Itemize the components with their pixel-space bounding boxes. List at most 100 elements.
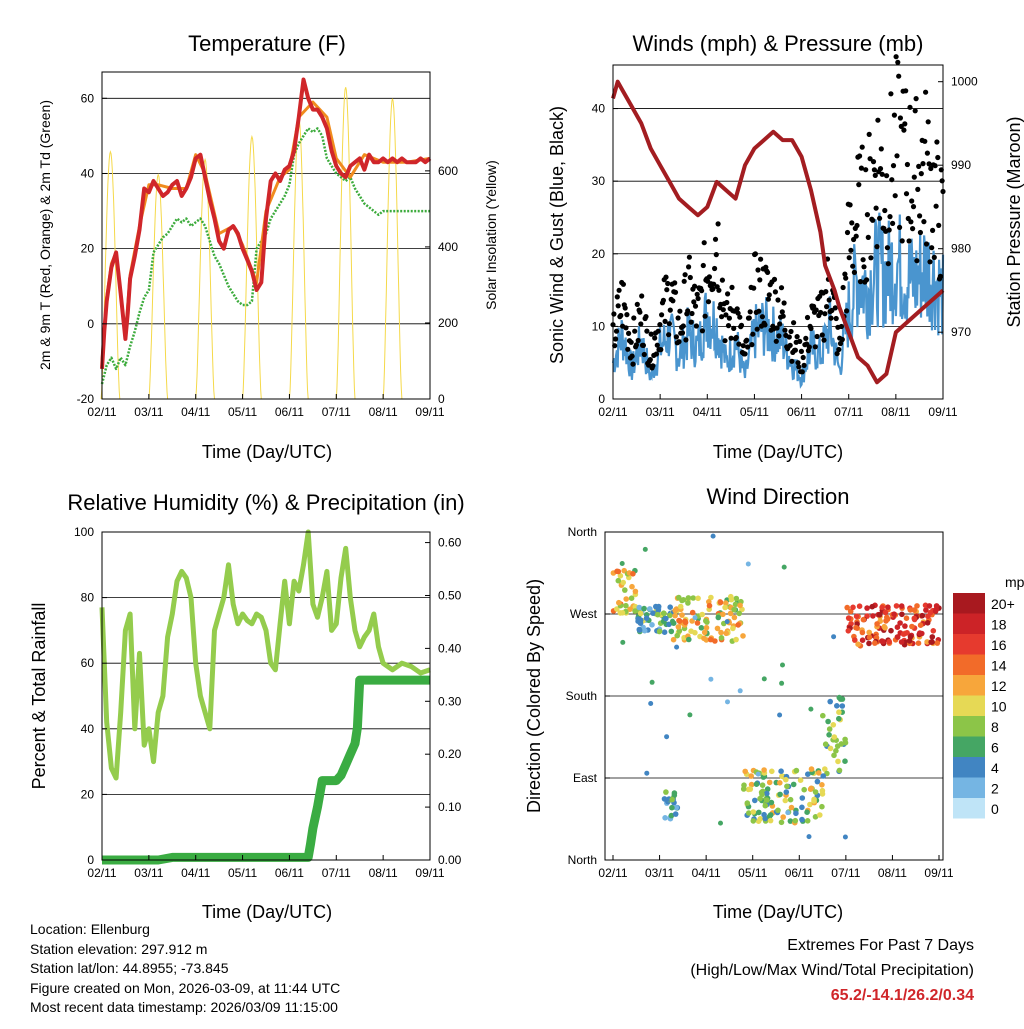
gust-point bbox=[626, 330, 632, 336]
gust-point bbox=[873, 205, 879, 211]
gust-point bbox=[710, 286, 716, 292]
wind-direction-y-tick-label: North bbox=[568, 525, 597, 539]
wind-direction-point bbox=[615, 577, 622, 584]
temperature-x-tick-label: 02/11 bbox=[87, 405, 116, 419]
wind-direction-point bbox=[718, 820, 723, 826]
gust-point bbox=[840, 284, 846, 291]
gust-point bbox=[675, 315, 681, 321]
wind-direction-point bbox=[831, 634, 837, 640]
gust-point bbox=[872, 172, 878, 178]
wind-direction-point bbox=[708, 676, 714, 682]
wind-direction-point bbox=[848, 620, 854, 627]
gust-point bbox=[734, 306, 740, 312]
wind-direction-point bbox=[819, 803, 825, 810]
wind-direction-point bbox=[685, 595, 692, 601]
wind-direction-title: Wind Direction bbox=[706, 484, 849, 509]
wind-direction-point bbox=[787, 796, 794, 803]
wind-direction-point bbox=[864, 605, 870, 611]
precipitation-y2-tick-label: 0.20 bbox=[438, 747, 462, 761]
humidity-y-tick-label: 20 bbox=[81, 787, 95, 801]
temperature-y-tick-label: -20 bbox=[77, 392, 95, 406]
colorbar-label: 20+ bbox=[991, 596, 1015, 612]
gust-point bbox=[782, 327, 788, 333]
insolation-y2-tick-label: 0 bbox=[438, 392, 445, 406]
wind-direction-point bbox=[835, 758, 841, 765]
gust-point bbox=[921, 219, 927, 225]
gust-point bbox=[786, 334, 792, 340]
wind-direction-point bbox=[740, 786, 747, 792]
insolation-curve bbox=[382, 98, 403, 400]
winds-x-axis-label: Time (Day/UTC) bbox=[713, 442, 843, 462]
wind-direction-point bbox=[673, 606, 680, 612]
gust-point bbox=[662, 318, 668, 324]
humidity-x-tick-label: 08/11 bbox=[369, 866, 398, 880]
colorbar-label: 12 bbox=[991, 678, 1007, 694]
gust-point bbox=[660, 297, 667, 303]
wind-direction-point bbox=[680, 597, 687, 603]
wind-direction-point bbox=[670, 636, 677, 643]
colorbar-label: 0 bbox=[991, 801, 999, 817]
wind-direction-point bbox=[777, 712, 783, 718]
wind-direction-point bbox=[898, 603, 905, 609]
winds-y-tick-label: 10 bbox=[592, 319, 606, 333]
winds-x-tick-label: 03/11 bbox=[646, 405, 675, 419]
gust-point bbox=[712, 265, 718, 272]
gust-point bbox=[728, 335, 734, 341]
recent-timestamp: Most recent data timestamp: 2026/03/09 1… bbox=[30, 999, 338, 1015]
wind-direction-point bbox=[804, 809, 810, 815]
wind-direction-point bbox=[641, 627, 648, 634]
wind-direction-point bbox=[872, 640, 878, 646]
gust-point bbox=[937, 273, 944, 279]
gust-point bbox=[737, 314, 743, 320]
wind-direction-point bbox=[797, 777, 804, 783]
gust-point bbox=[915, 186, 921, 192]
wind-direction-point bbox=[820, 773, 826, 779]
wind-direction-point bbox=[718, 629, 724, 636]
wind-direction-point bbox=[844, 604, 850, 611]
gust-point bbox=[849, 220, 855, 226]
wind-direction-point bbox=[847, 608, 854, 615]
wind-direction-point bbox=[869, 603, 875, 610]
wind-direction-point bbox=[903, 615, 910, 621]
gust-point bbox=[858, 165, 865, 171]
gust-point bbox=[776, 333, 782, 339]
winds-x-tick-label: 06/11 bbox=[787, 405, 816, 419]
gust-point bbox=[694, 291, 700, 297]
wind-direction-point bbox=[692, 629, 698, 636]
gust-point bbox=[903, 88, 909, 94]
wind-direction-point bbox=[845, 628, 852, 634]
gust-point bbox=[772, 289, 779, 295]
wind-direction-point bbox=[710, 533, 716, 539]
wind-direction-point bbox=[676, 617, 682, 624]
gust-point bbox=[701, 240, 707, 246]
gust-point bbox=[909, 198, 915, 204]
insolation-curve bbox=[148, 173, 169, 400]
humidity-x-tick-label: 07/11 bbox=[322, 866, 351, 880]
gust-point bbox=[817, 293, 823, 299]
gust-point bbox=[828, 315, 834, 321]
wind-direction-point bbox=[674, 632, 680, 639]
insolation-y2-tick-label: 400 bbox=[438, 240, 458, 254]
temperature-series-2m-t bbox=[100, 77, 432, 370]
wind-direction-point bbox=[853, 613, 860, 620]
gust-point bbox=[853, 233, 859, 239]
wind-direction-point bbox=[647, 606, 653, 612]
gust-point bbox=[916, 163, 922, 169]
gust-point bbox=[850, 263, 856, 269]
wind-direction-point bbox=[777, 780, 783, 786]
gust-point bbox=[788, 328, 794, 335]
wind-direction-point bbox=[894, 624, 901, 630]
wind-direction-point bbox=[714, 625, 721, 632]
wind-direction-x-tick-label: 06/11 bbox=[785, 866, 814, 880]
wind-direction-point bbox=[866, 629, 872, 636]
temperature-x-axis-label: Time (Day/UTC) bbox=[202, 442, 332, 462]
gust-point bbox=[844, 229, 851, 236]
wind-direction-y-tick-label: East bbox=[573, 771, 598, 785]
wind-direction-point bbox=[616, 599, 622, 606]
gust-point bbox=[863, 167, 869, 173]
wind-direction-point bbox=[667, 604, 673, 610]
winds-y-axis-label: Sonic Wind & Gust (Blue, Black) bbox=[547, 106, 567, 364]
wind-direction-point bbox=[883, 618, 889, 624]
gust-point bbox=[746, 315, 752, 321]
gust-point bbox=[625, 346, 631, 352]
